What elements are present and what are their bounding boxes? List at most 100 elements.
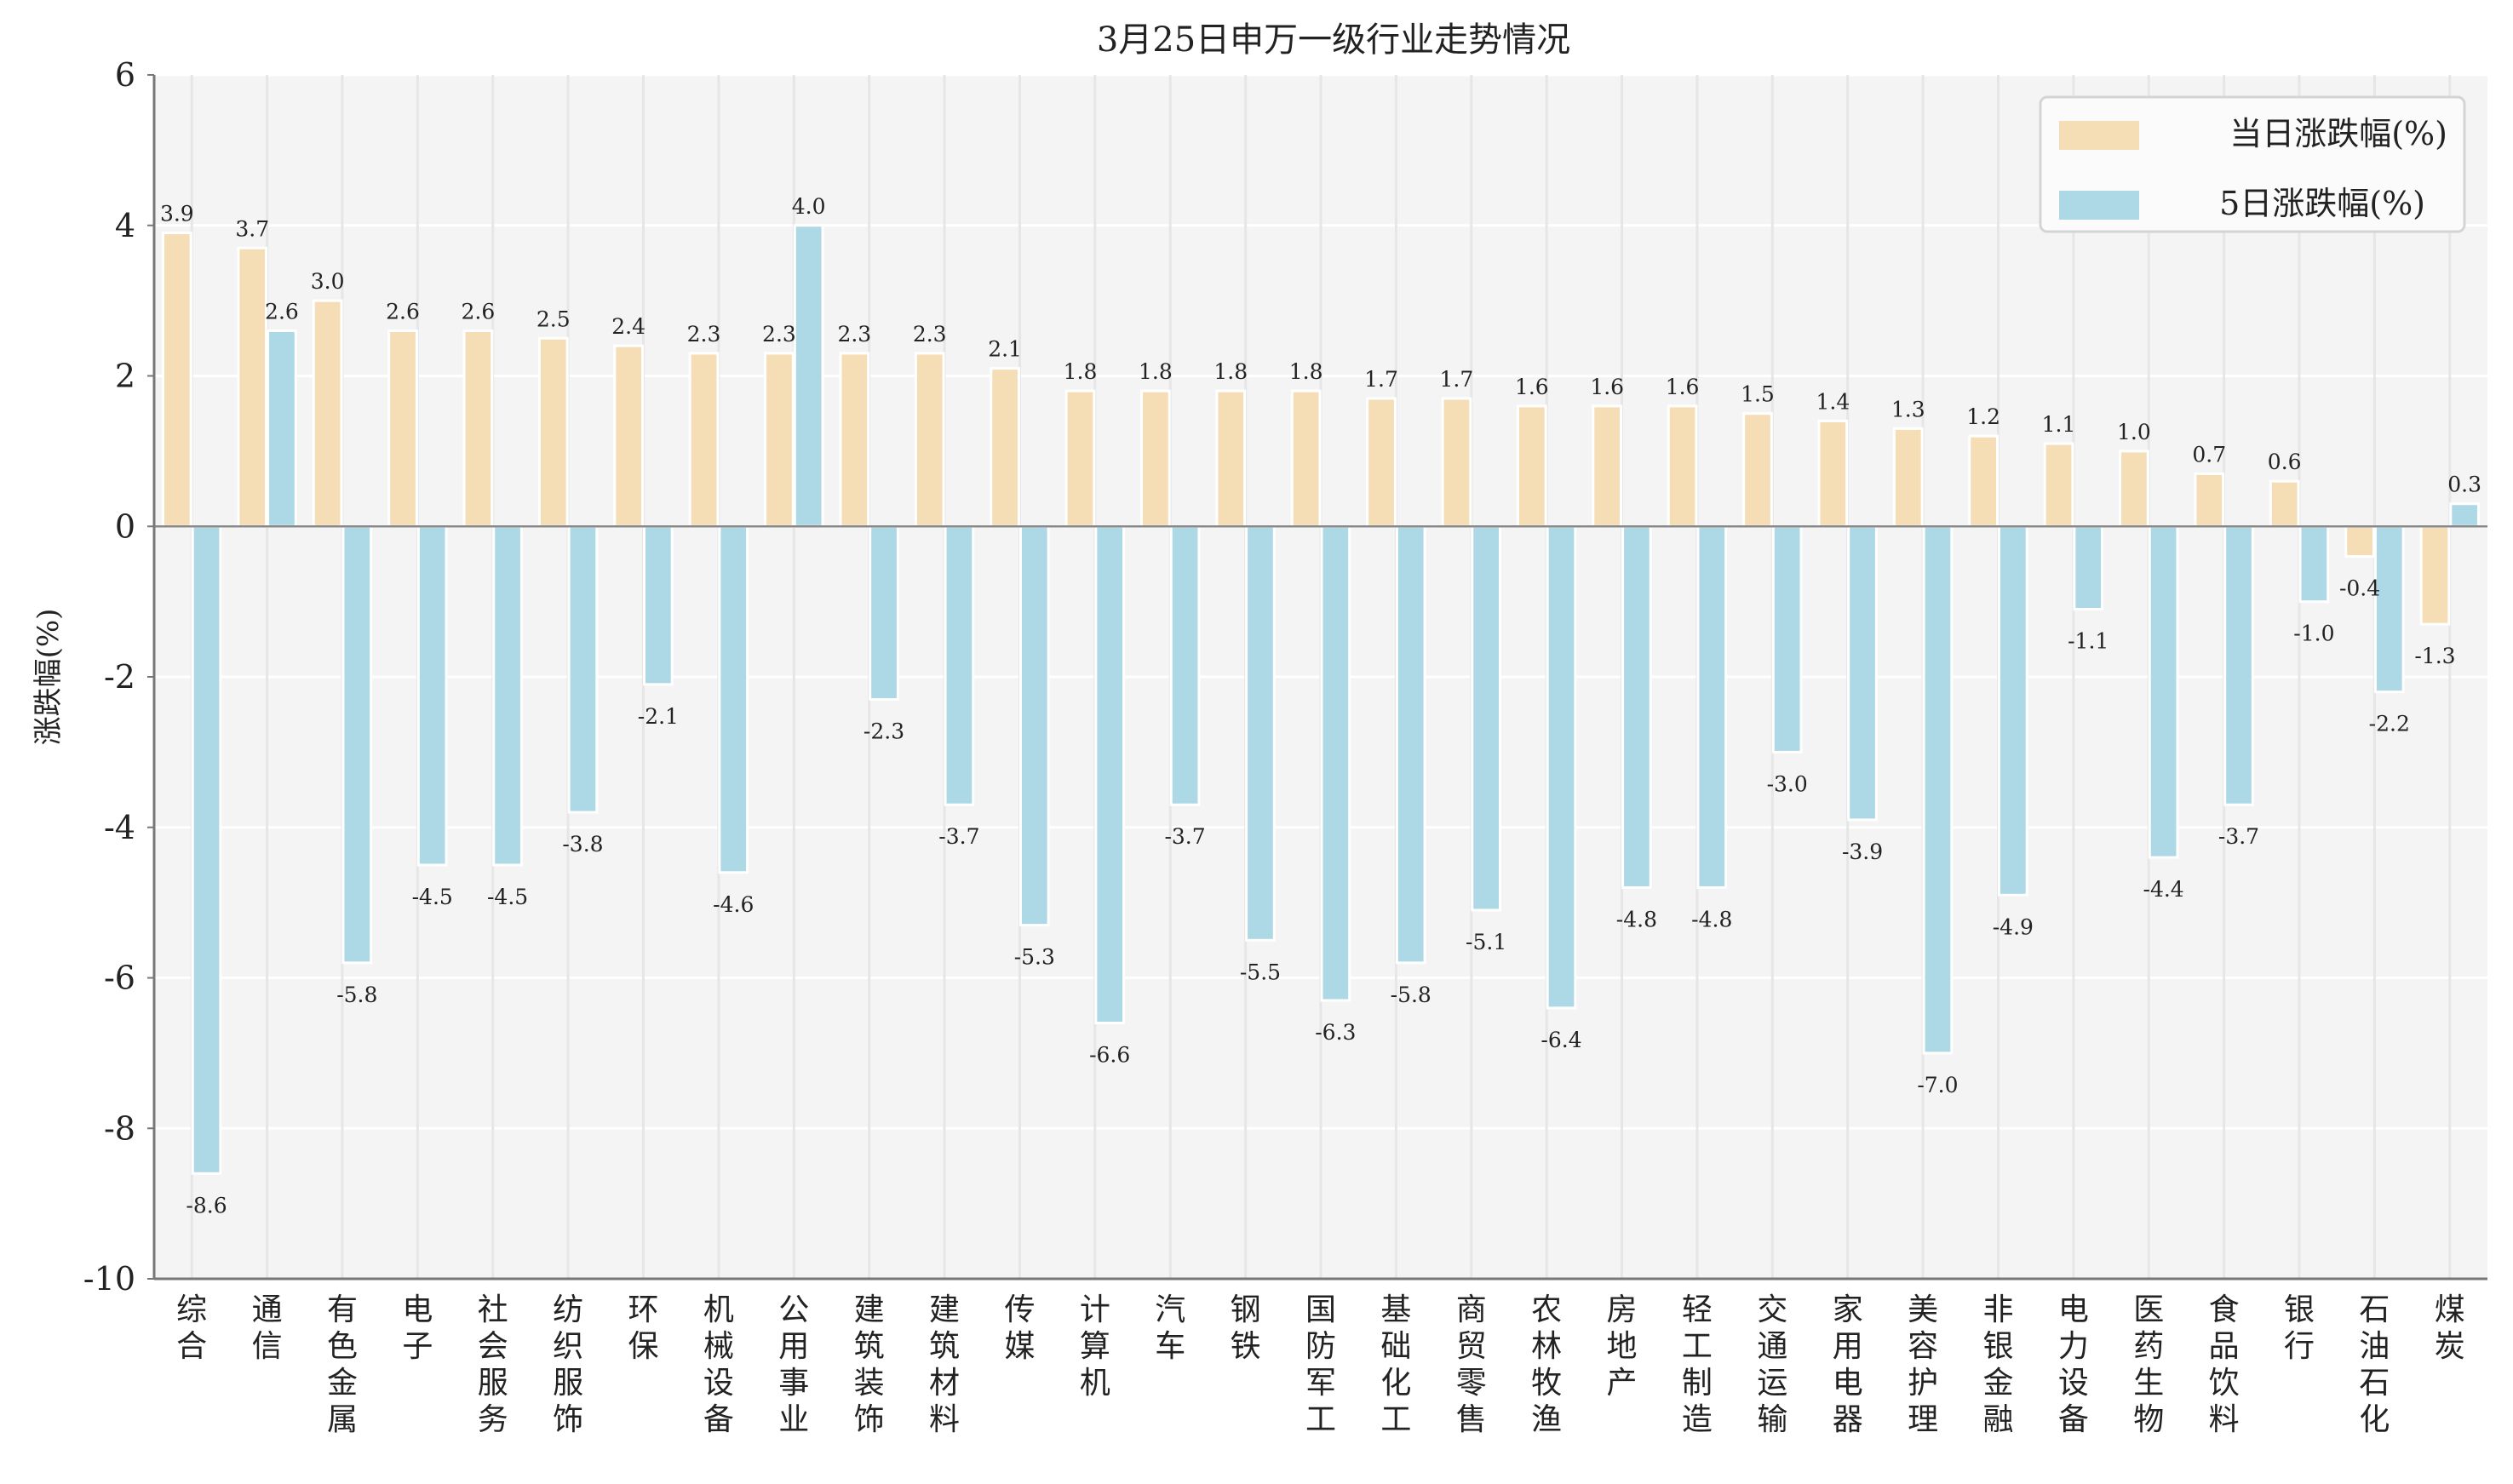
bar-daily <box>1968 434 1999 528</box>
legend: 当日涨跌幅(%) 5日涨跌幅(%) <box>2039 95 2466 233</box>
data-label-5day: -3.8 <box>562 832 603 857</box>
data-label-daily: 2.5 <box>536 307 571 331</box>
y-tick-label: -8 <box>104 1109 135 1147</box>
bar-5day <box>2223 524 2254 806</box>
data-label-5day: -2.1 <box>638 704 679 729</box>
x-tick-label: 房地产 <box>1607 1292 1638 1401</box>
data-label-daily: 2.6 <box>386 299 420 324</box>
bar-daily <box>537 336 569 528</box>
y-tick-label: -4 <box>104 809 135 846</box>
data-label-daily: 1.8 <box>1139 359 1173 384</box>
bar-daily <box>161 232 192 528</box>
data-label-daily: 1.0 <box>2117 420 2151 444</box>
x-tick-label: 轻工制造 <box>1682 1292 1713 1437</box>
x-tick-label: 农林牧渔 <box>1531 1292 1562 1437</box>
bar-daily <box>1215 389 1247 528</box>
bar-5day <box>1922 524 1954 1055</box>
legend-label-daily: 当日涨跌幅(%) <box>2229 115 2447 152</box>
data-label-5day: -5.1 <box>1466 930 1506 954</box>
data-label-5day: -1.0 <box>2293 622 2334 646</box>
bar-5day <box>1696 524 1728 889</box>
x-tick-label: 电力设备 <box>2058 1292 2089 1437</box>
bar-5day <box>1997 524 2028 897</box>
x-tick-label: 电子 <box>402 1292 433 1364</box>
x-tick-label: 综合 <box>176 1292 207 1364</box>
bar-5day <box>1018 524 1050 927</box>
bar-5day <box>2298 524 2330 604</box>
bar-daily <box>2269 479 2300 528</box>
data-label-5day: 0.3 <box>2447 473 2481 497</box>
x-tick-label: 汽车 <box>1155 1292 1185 1364</box>
bar-daily <box>2194 472 2225 528</box>
data-label-5day: 4.0 <box>792 194 826 219</box>
data-label-daily: -1.3 <box>2414 644 2455 668</box>
data-label-daily: -0.4 <box>2339 576 2380 601</box>
data-label-5day: -4.9 <box>1993 914 2034 939</box>
data-label-daily: 1.1 <box>2042 412 2076 437</box>
legend-swatch-5day <box>2059 191 2139 220</box>
data-label-5day: -5.8 <box>336 983 377 1007</box>
data-label-5day: -3.9 <box>1842 839 1883 864</box>
data-label-5day: -4.8 <box>1691 907 1732 931</box>
bar-daily <box>1742 412 1773 528</box>
x-tick-label: 机械设备 <box>703 1292 734 1437</box>
bar-daily <box>914 352 945 528</box>
y-tick-label: -10 <box>83 1260 135 1298</box>
bar-5day <box>341 524 373 965</box>
data-label-daily: 2.3 <box>687 322 721 347</box>
bar-daily <box>1064 389 1096 528</box>
bar-5day <box>869 524 899 702</box>
bar-daily <box>2119 450 2149 528</box>
data-label-5day: -5.5 <box>1240 960 1281 984</box>
data-label-daily: 1.4 <box>1816 390 1850 415</box>
bar-5day <box>1621 524 1652 889</box>
data-label-daily: 2.3 <box>762 322 796 347</box>
data-label-5day: -6.3 <box>1315 1020 1356 1045</box>
data-label-5day: -8.6 <box>186 1193 227 1218</box>
x-tick-label: 银行 <box>2284 1292 2315 1364</box>
x-tick-label: 家用电器 <box>1833 1292 1863 1437</box>
x-tick-label: 煤炭 <box>2435 1292 2465 1364</box>
bar-5day <box>944 524 975 806</box>
bar-daily <box>387 329 418 528</box>
data-label-5day: -1.1 <box>2068 628 2109 653</box>
data-label-daily: 1.3 <box>1891 397 1925 421</box>
y-tick-label: 4 <box>115 207 135 244</box>
x-tick-label: 钢铁 <box>1231 1292 1261 1364</box>
y-tick-label: -6 <box>104 960 135 997</box>
data-label-daily: 1.6 <box>1515 375 1549 399</box>
data-label-daily: 2.6 <box>462 299 496 324</box>
bar-daily <box>1516 404 1547 528</box>
data-label-daily: 1.8 <box>1064 359 1098 384</box>
legend-label-5day: 5日涨跌幅(%) <box>2219 185 2425 222</box>
data-label-daily: 2.4 <box>611 314 645 339</box>
data-label-5day: -3.7 <box>1164 824 1205 849</box>
data-label-5day: -4.5 <box>412 885 453 909</box>
data-label-5day: -4.8 <box>1616 907 1657 931</box>
bar-5day <box>2148 524 2179 859</box>
data-label-5day: -5.3 <box>1014 945 1055 970</box>
x-tick-label: 石油石化 <box>2359 1292 2390 1437</box>
bar-5day <box>1847 524 1878 822</box>
bar-daily <box>2344 524 2375 559</box>
bar-5day <box>1771 524 1803 753</box>
x-tick-label: 交通运输 <box>1757 1292 1787 1437</box>
data-label-daily: 0.6 <box>2268 450 2302 474</box>
bar-daily <box>990 367 1020 528</box>
x-tick-label: 食品饮料 <box>2209 1292 2240 1437</box>
x-tick-label: 非银金融 <box>1982 1292 2013 1437</box>
bar-5day <box>718 524 749 874</box>
data-label-5day: -2.2 <box>2369 712 2410 736</box>
x-tick-label: 基础化工 <box>1380 1292 1411 1437</box>
x-tick-label: 医药生物 <box>2133 1292 2164 1437</box>
x-tick-label: 通信 <box>252 1292 283 1364</box>
bar-daily <box>2043 442 2074 528</box>
y-tick-label: 2 <box>115 358 135 395</box>
bar-daily <box>1441 397 1472 528</box>
data-label-5day: -4.4 <box>2143 877 2184 902</box>
x-tick-label: 公用事业 <box>778 1292 809 1437</box>
bar-daily <box>1667 404 1698 528</box>
data-label-daily: 2.1 <box>988 337 1022 362</box>
data-label-daily: 1.6 <box>1666 375 1700 399</box>
